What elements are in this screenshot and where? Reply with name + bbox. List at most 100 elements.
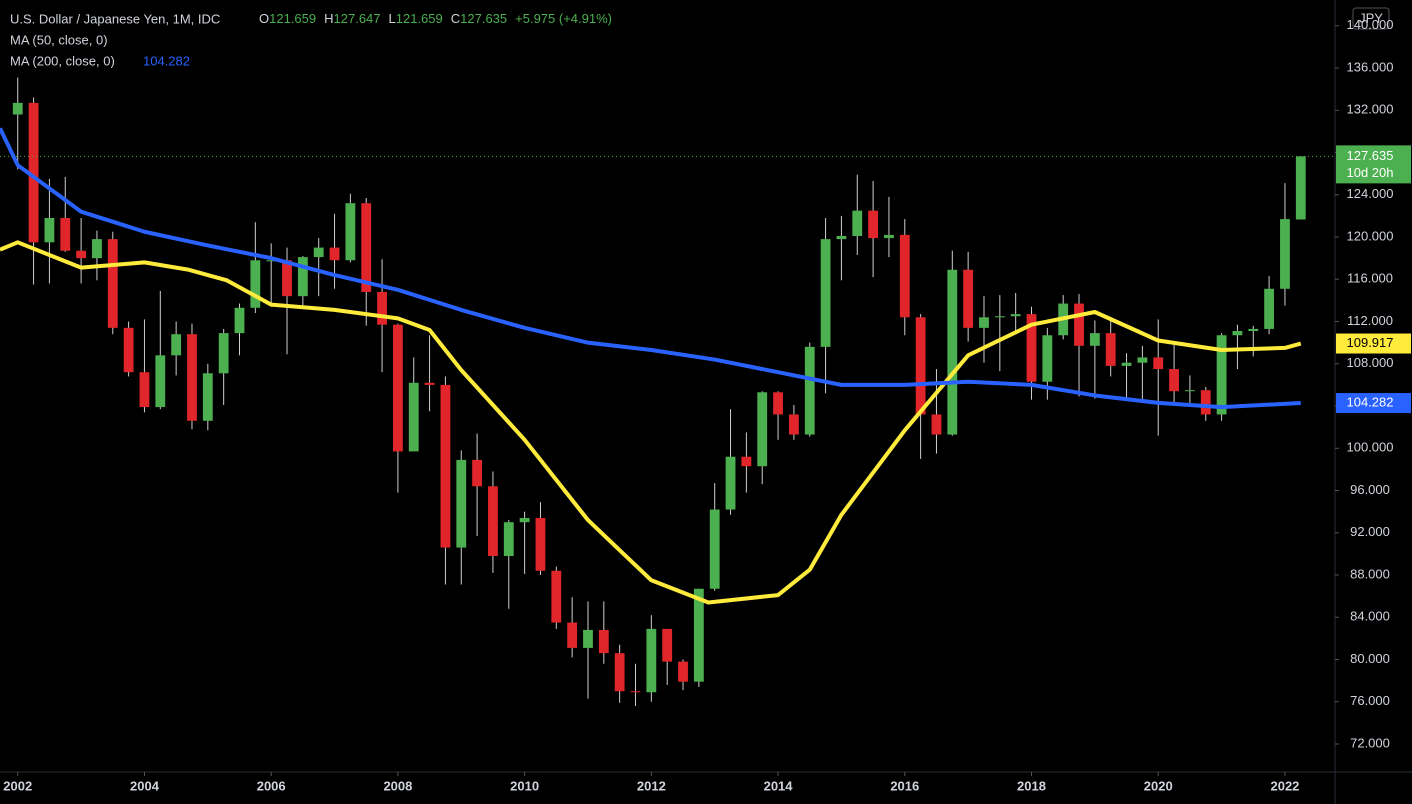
candle-body — [1137, 357, 1148, 363]
candle-body — [836, 235, 847, 240]
ma-line — [0, 127, 1301, 410]
ohlc-readout: O121.659 H127.647 L121.659 C127.635 +5.975 (… — [259, 11, 612, 26]
candle-body — [614, 653, 625, 692]
candle-body — [202, 373, 213, 421]
legend-entry: MA (200, close, 0) — [10, 53, 115, 68]
y-tick-label: 80.000 — [1350, 651, 1390, 666]
x-tick-label: 2002 — [3, 778, 32, 793]
candle-body — [1121, 362, 1132, 366]
candle-body — [583, 629, 593, 648]
ma-price-label: 109.917 — [1347, 335, 1394, 350]
x-tick-label: 2018 — [1017, 778, 1046, 793]
candle-body — [139, 372, 150, 408]
candle-body — [1295, 156, 1306, 220]
y-tick-label: 100.000 — [1347, 440, 1394, 455]
x-tick-label: 2022 — [1270, 778, 1299, 793]
candle-body — [92, 239, 102, 259]
candle-body — [282, 260, 292, 297]
plot-area — [0, 77, 1306, 706]
candle-body — [994, 316, 1005, 318]
x-tick-label: 2010 — [510, 778, 539, 793]
candle-body — [725, 456, 736, 510]
candle-body — [1074, 303, 1084, 346]
candle-body — [757, 392, 768, 467]
candle-body — [488, 486, 498, 557]
candle-body — [107, 239, 118, 328]
candle-body — [1042, 335, 1053, 382]
candle-body — [899, 234, 910, 318]
ohlc-label: H — [324, 11, 333, 26]
x-tick-label: 2020 — [1144, 778, 1173, 793]
candle-body — [1010, 314, 1021, 317]
candle-body — [709, 509, 720, 589]
candle-body — [868, 210, 879, 239]
ohlc-label: C — [451, 11, 460, 26]
ma-price-tag — [1336, 333, 1411, 354]
last-price-label: 127.635 — [1347, 148, 1394, 163]
candle-body — [218, 333, 229, 374]
candle-body — [963, 269, 974, 328]
ohlc-value: 121.659 — [396, 11, 443, 26]
candle-body — [171, 334, 182, 356]
legend-entry: MA (50, close, 0) — [10, 32, 108, 47]
last-price-tag — [1336, 145, 1411, 184]
x-tick-label: 2016 — [890, 778, 919, 793]
x-tick-label: 2008 — [383, 778, 412, 793]
candle-body — [329, 247, 340, 261]
candle-body — [788, 414, 799, 435]
candle-body — [630, 691, 641, 693]
candle-body — [1169, 369, 1179, 392]
candle-body — [820, 239, 831, 347]
candle-body — [1184, 390, 1195, 392]
candle-body — [551, 570, 562, 623]
x-tick-label: 2006 — [257, 778, 286, 793]
candle-body — [1264, 288, 1275, 329]
y-tick-label: 116.000 — [1347, 271, 1393, 286]
y-tick-label: 92.000 — [1350, 524, 1390, 539]
candle-body — [266, 260, 277, 262]
candle-body — [187, 334, 197, 421]
candle-body — [456, 459, 467, 548]
ohlc-value: 121.659 — [269, 11, 316, 26]
currency-label[interactable]: JPY — [1359, 10, 1383, 25]
candle-body — [931, 414, 942, 435]
candle-body — [678, 661, 688, 682]
ohlc-label: L — [389, 11, 396, 26]
ohlc-value: 127.635 — [460, 11, 507, 26]
candle-body — [979, 317, 989, 328]
currency-box[interactable] — [1352, 7, 1390, 30]
candle-body — [60, 218, 71, 251]
candle-body — [440, 384, 451, 548]
candle-body — [693, 588, 704, 682]
candle-body — [741, 456, 752, 467]
candle-body — [234, 307, 245, 334]
candle-body — [28, 102, 39, 243]
y-tick-label: 132.000 — [1347, 102, 1394, 117]
symbol-title: U.S. Dollar / Japanese Yen, 1M, IDC — [10, 11, 220, 26]
candle-body — [44, 218, 55, 243]
candle-body — [123, 327, 134, 373]
candle-body — [377, 291, 387, 325]
candle-body — [361, 203, 372, 292]
candle-body — [12, 102, 23, 115]
y-tick-label: 72.000 — [1350, 735, 1390, 750]
y-tick-label: 112.000 — [1347, 313, 1393, 328]
candle-body — [1089, 333, 1100, 346]
candle-body — [472, 459, 483, 487]
candle-body — [662, 628, 673, 662]
candle-body — [567, 622, 578, 648]
x-tick-label: 2004 — [130, 778, 160, 793]
ma-price-tag — [1336, 393, 1411, 414]
ma-line — [0, 240, 1302, 605]
ohlc-label: O — [259, 11, 269, 26]
countdown: 10d 20h — [1347, 165, 1394, 180]
x-tick-label: 2014 — [764, 778, 794, 793]
legend-value: 104.282 — [143, 53, 190, 68]
candle-body — [392, 324, 403, 452]
change-value: +5.975 (+4.91%) — [515, 11, 612, 26]
legend: U.S. Dollar / Japanese Yen, 1M, IDC O121… — [10, 11, 612, 68]
candle-body — [1248, 328, 1259, 332]
candle-body — [250, 260, 261, 308]
y-tick-label: 140.000 — [1347, 17, 1394, 32]
